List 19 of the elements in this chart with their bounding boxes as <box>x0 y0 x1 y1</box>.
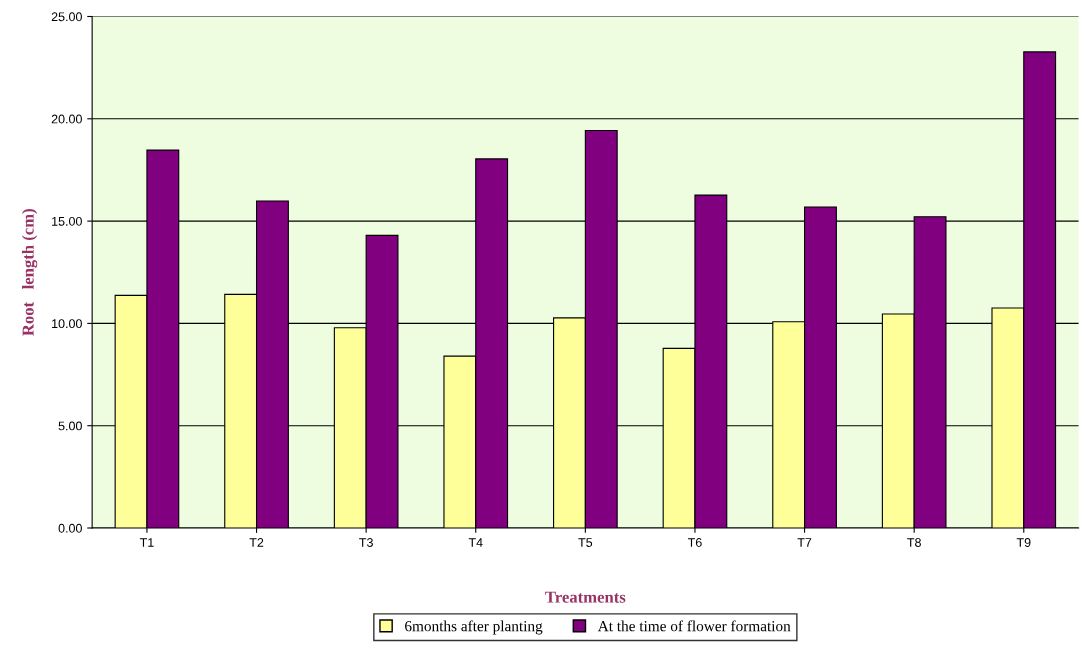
x-tick-label: T1 <box>139 538 154 547</box>
x-tick-label: T4 <box>468 538 483 547</box>
y-tick-label: 10.00 <box>52 319 82 329</box>
x-tick-label: T5 <box>578 538 593 547</box>
x-tick-label: T7 <box>797 538 812 547</box>
y-tick-label: 20.00 <box>51 114 82 124</box>
y-axis-title: Root length (cm) <box>22 209 38 336</box>
x-tick-label: T2 <box>249 538 264 547</box>
x-tick-label: T6 <box>687 538 702 547</box>
x-axis-title: Treatments <box>545 591 626 603</box>
legend-label: At the time of flower formation <box>597 620 791 632</box>
y-tick-label: 25.00 <box>51 12 82 22</box>
y-tick-label: 5.00 <box>58 421 82 431</box>
x-tick-label: T8 <box>907 538 921 547</box>
y-tick-label: 0.00 <box>58 523 82 533</box>
y-tick-label: 15.00 <box>52 216 82 226</box>
legend-label: 6months after planting <box>405 620 543 635</box>
x-tick-label: T3 <box>359 538 373 547</box>
x-tick-label: T9 <box>1016 538 1031 547</box>
